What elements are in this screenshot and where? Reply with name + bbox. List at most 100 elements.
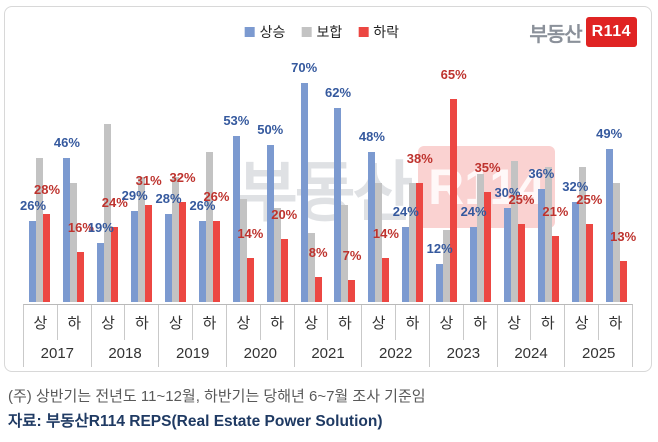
half-label-2021-하: 하 xyxy=(328,305,363,340)
bar-group-2025-하: 49% 13% xyxy=(596,50,637,302)
fall-label: 13% xyxy=(610,229,637,244)
bar-fall xyxy=(179,202,186,302)
bar-fall xyxy=(212,221,220,302)
bar-group-2017-하: 46% 16% xyxy=(53,50,94,302)
fall-label: 28% xyxy=(33,182,61,197)
year-label-2020: 2020 xyxy=(227,340,295,367)
bar-fall xyxy=(551,236,559,302)
bar-rise xyxy=(402,227,410,302)
bar-rise xyxy=(503,208,511,302)
year-label-2019: 2019 xyxy=(159,340,228,367)
legend-label-fall: 하락 xyxy=(373,24,399,40)
rise-label: 49% xyxy=(596,126,623,141)
bar-flat xyxy=(70,183,78,302)
bar-rise xyxy=(537,189,545,302)
half-label-2023-하: 하 xyxy=(464,305,498,340)
fall-label: 24% xyxy=(101,195,128,210)
rise-label: 26% xyxy=(189,198,216,213)
bar-group-2017-상: 26% 28% xyxy=(20,50,61,302)
bar-rise xyxy=(63,158,71,302)
rise-label: 70% xyxy=(291,60,318,75)
bar-flat xyxy=(409,183,417,302)
bar-group-2022-하: 24% 38% xyxy=(392,50,433,302)
fall-label: 7% xyxy=(342,248,362,263)
bar-flat xyxy=(239,199,247,302)
year-label-2023: 2023 xyxy=(430,340,498,367)
fall-label: 31% xyxy=(135,173,162,188)
legend-label-rise: 상승 xyxy=(259,24,286,40)
fall-swatch-icon xyxy=(358,27,369,37)
rise-label: 53% xyxy=(223,113,250,128)
year-label-2021: 2021 xyxy=(295,340,363,367)
legend-label-flat: 보합 xyxy=(316,24,343,40)
bar-flat xyxy=(205,152,213,302)
bar-rise xyxy=(300,83,308,302)
fall-label: 16% xyxy=(67,220,94,235)
fall-label: 14% xyxy=(237,226,264,241)
rise-label: 24% xyxy=(392,204,419,219)
rise-label: 46% xyxy=(53,135,80,150)
bar-group-2019-하: 26% 26% xyxy=(189,50,230,302)
bar-rise xyxy=(571,202,579,302)
bar-flat xyxy=(510,161,518,302)
rise-label: 24% xyxy=(460,204,487,219)
fall-label: 25% xyxy=(508,192,535,207)
bar-fall xyxy=(517,224,525,302)
bar-group-2025-상: 32% 25% xyxy=(562,50,602,302)
bar-flat xyxy=(544,167,552,302)
bar-rise xyxy=(470,227,478,302)
bar-rise xyxy=(131,211,139,302)
year-label-2022: 2022 xyxy=(362,340,431,367)
bar-flat xyxy=(138,177,146,302)
rise-label: 12% xyxy=(426,241,453,256)
rise-label: 19% xyxy=(87,220,114,235)
year-label-2024: 2024 xyxy=(498,340,566,367)
fall-label: 35% xyxy=(474,160,501,175)
bar-fall xyxy=(619,261,627,302)
bar-flat xyxy=(307,233,315,302)
bar-flat xyxy=(104,124,112,302)
half-label-2023-상: 상 xyxy=(430,305,464,340)
half-label-2025-상: 상 xyxy=(565,305,600,340)
bar-group-2023-하: 24% 35% xyxy=(460,50,501,302)
legend-item-fall: 하락 xyxy=(358,22,399,42)
fall-label: 26% xyxy=(203,189,230,204)
bar-rise xyxy=(165,214,172,302)
bar-fall xyxy=(450,99,458,302)
half-label-2024-상: 상 xyxy=(498,305,532,340)
bar-group-2024-하: 36% 21% xyxy=(528,50,568,302)
half-label-2017-하: 하 xyxy=(58,305,92,340)
survey-note: (주) 상반기는 전년도 11~12월, 하반기는 당해년 6~7월 조사 기준… xyxy=(8,388,426,405)
year-label-2017: 2017 xyxy=(24,340,92,367)
bar-flat xyxy=(273,208,281,302)
half-label-2019-상: 상 xyxy=(159,305,194,340)
r114-logo: 부동산 R114 xyxy=(529,17,637,47)
fall-label: 32% xyxy=(169,170,196,185)
bar-fall xyxy=(585,224,593,302)
bar-group-2021-상: 70% 8% xyxy=(291,50,328,302)
half-label-2020-상: 상 xyxy=(227,305,261,340)
half-label-2020-하: 하 xyxy=(261,305,295,340)
fall-label: 65% xyxy=(440,67,467,82)
rise-swatch-icon xyxy=(244,27,255,37)
bar-fall xyxy=(416,183,424,302)
bar-fall xyxy=(111,227,119,302)
legend-item-flat: 보합 xyxy=(301,22,342,42)
rise-label: 29% xyxy=(121,188,148,203)
half-label-2021-상: 상 xyxy=(295,305,329,340)
bar-flat xyxy=(443,230,451,302)
bar-group-2019-상: 28% 32% xyxy=(156,50,196,302)
bar-flat xyxy=(477,174,485,302)
bar-rise xyxy=(334,108,342,302)
year-label-2025: 2025 xyxy=(582,345,616,362)
bar-group-2018-상: 19% 24% xyxy=(87,50,128,302)
bar-group-2020-상: 53% 14% xyxy=(223,50,264,302)
plot-area: 26% 28% 46% 16% 19% 24% 29% 31% 28% 32% 26% 26% 53% 1… xyxy=(20,50,637,302)
bar-rise xyxy=(368,152,376,302)
bar-rise xyxy=(266,145,274,302)
chart-frame: 상승 보합 하락 부동산 R114 부동산 R114 26% 28% 46% 16% 1… xyxy=(4,6,652,372)
half-label-2018-하: 하 xyxy=(125,305,160,340)
bar-rise xyxy=(232,136,240,302)
